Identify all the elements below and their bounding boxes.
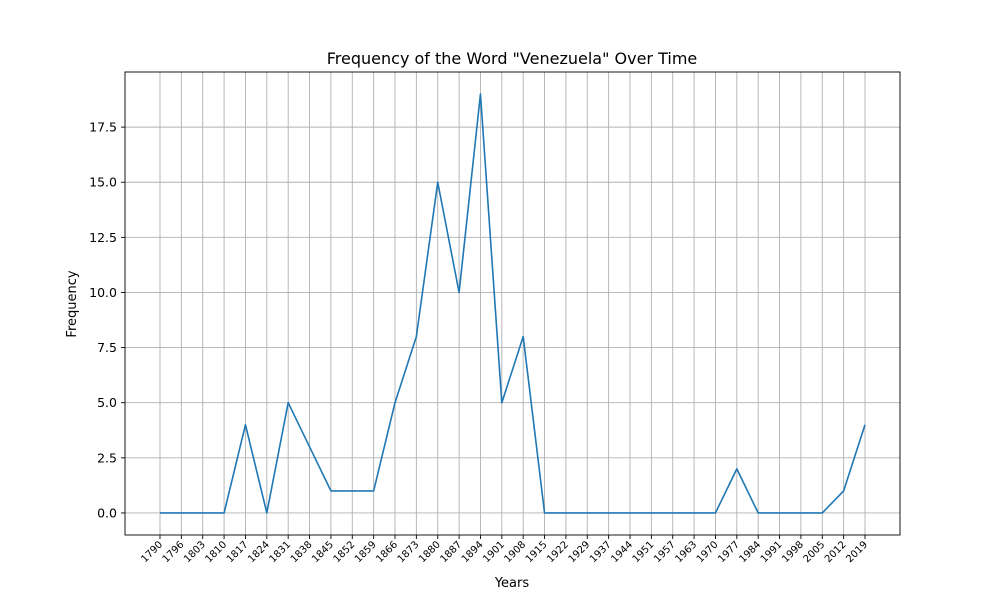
x-tick-label: 1796 [161, 539, 187, 565]
x-tick-label: 1963 [673, 539, 699, 565]
y-tick-label: 2.5 [97, 450, 117, 465]
x-tick-label: 1937 [588, 539, 614, 565]
x-tick-label: 1944 [609, 539, 635, 565]
x-tick-label: 1838 [289, 539, 315, 565]
x-tick-label: 1831 [268, 539, 294, 565]
x-tick-label: 1957 [652, 539, 678, 565]
x-tick-label: 1803 [182, 539, 208, 565]
x-tick-label: 1859 [353, 539, 379, 565]
x-tick-label: 1817 [225, 539, 251, 565]
x-tick-label: 1970 [695, 539, 721, 565]
x-tick-label: 1929 [567, 539, 593, 565]
x-tick-label: 1998 [780, 539, 806, 565]
x-tick-label: 1852 [332, 539, 358, 565]
chart-title: Frequency of the Word "Venezuela" Over T… [327, 49, 698, 68]
x-tick-label: 2005 [802, 539, 828, 565]
y-tick-label: 7.5 [97, 340, 117, 355]
series-layer [160, 93, 866, 514]
x-tick-label: 1984 [738, 539, 764, 565]
x-tick-label: 1887 [438, 539, 464, 565]
y-tick-label: 5.0 [97, 395, 117, 410]
y-axis-ticks: 0.0 2.5 5.0 7.5 10.0 12.5 15.0 17.5 [89, 120, 125, 520]
x-tick-label: 1908 [503, 539, 529, 565]
y-tick-label: 15.0 [89, 175, 117, 190]
x-tick-label: 1810 [203, 539, 229, 565]
y-tick-label: 17.5 [89, 120, 117, 135]
x-axis-label: Years [494, 576, 530, 591]
x-tick-label: 1951 [631, 539, 657, 565]
x-tick-label: 1991 [759, 539, 785, 565]
grid-layer [125, 72, 900, 535]
plot-area-frame [124, 71, 901, 536]
y-tick-label: 12.5 [89, 230, 117, 245]
x-tick-label: 2019 [844, 539, 870, 565]
x-tick-label: 1845 [310, 539, 336, 565]
series-line [160, 93, 866, 514]
x-tick-label: 1880 [417, 539, 443, 565]
x-axis-ticks: 1790179618031810181718241831183818451852… [139, 535, 870, 565]
x-tick-label: 1873 [396, 539, 422, 565]
y-tick-label: 10.0 [89, 285, 117, 300]
x-tick-label: 2012 [823, 539, 849, 565]
x-tick-label: 1922 [545, 539, 571, 565]
x-tick-label: 1894 [460, 539, 486, 565]
x-tick-label: 1824 [246, 539, 272, 565]
y-axis-label: Frequency [65, 270, 80, 337]
x-tick-label: 1901 [481, 539, 507, 565]
x-tick-label: 1915 [524, 539, 550, 565]
x-tick-label: 1866 [374, 539, 400, 565]
x-tick-label: 1977 [716, 539, 742, 565]
x-tick-label: 1790 [139, 539, 165, 565]
y-tick-label: 0.0 [97, 505, 117, 520]
